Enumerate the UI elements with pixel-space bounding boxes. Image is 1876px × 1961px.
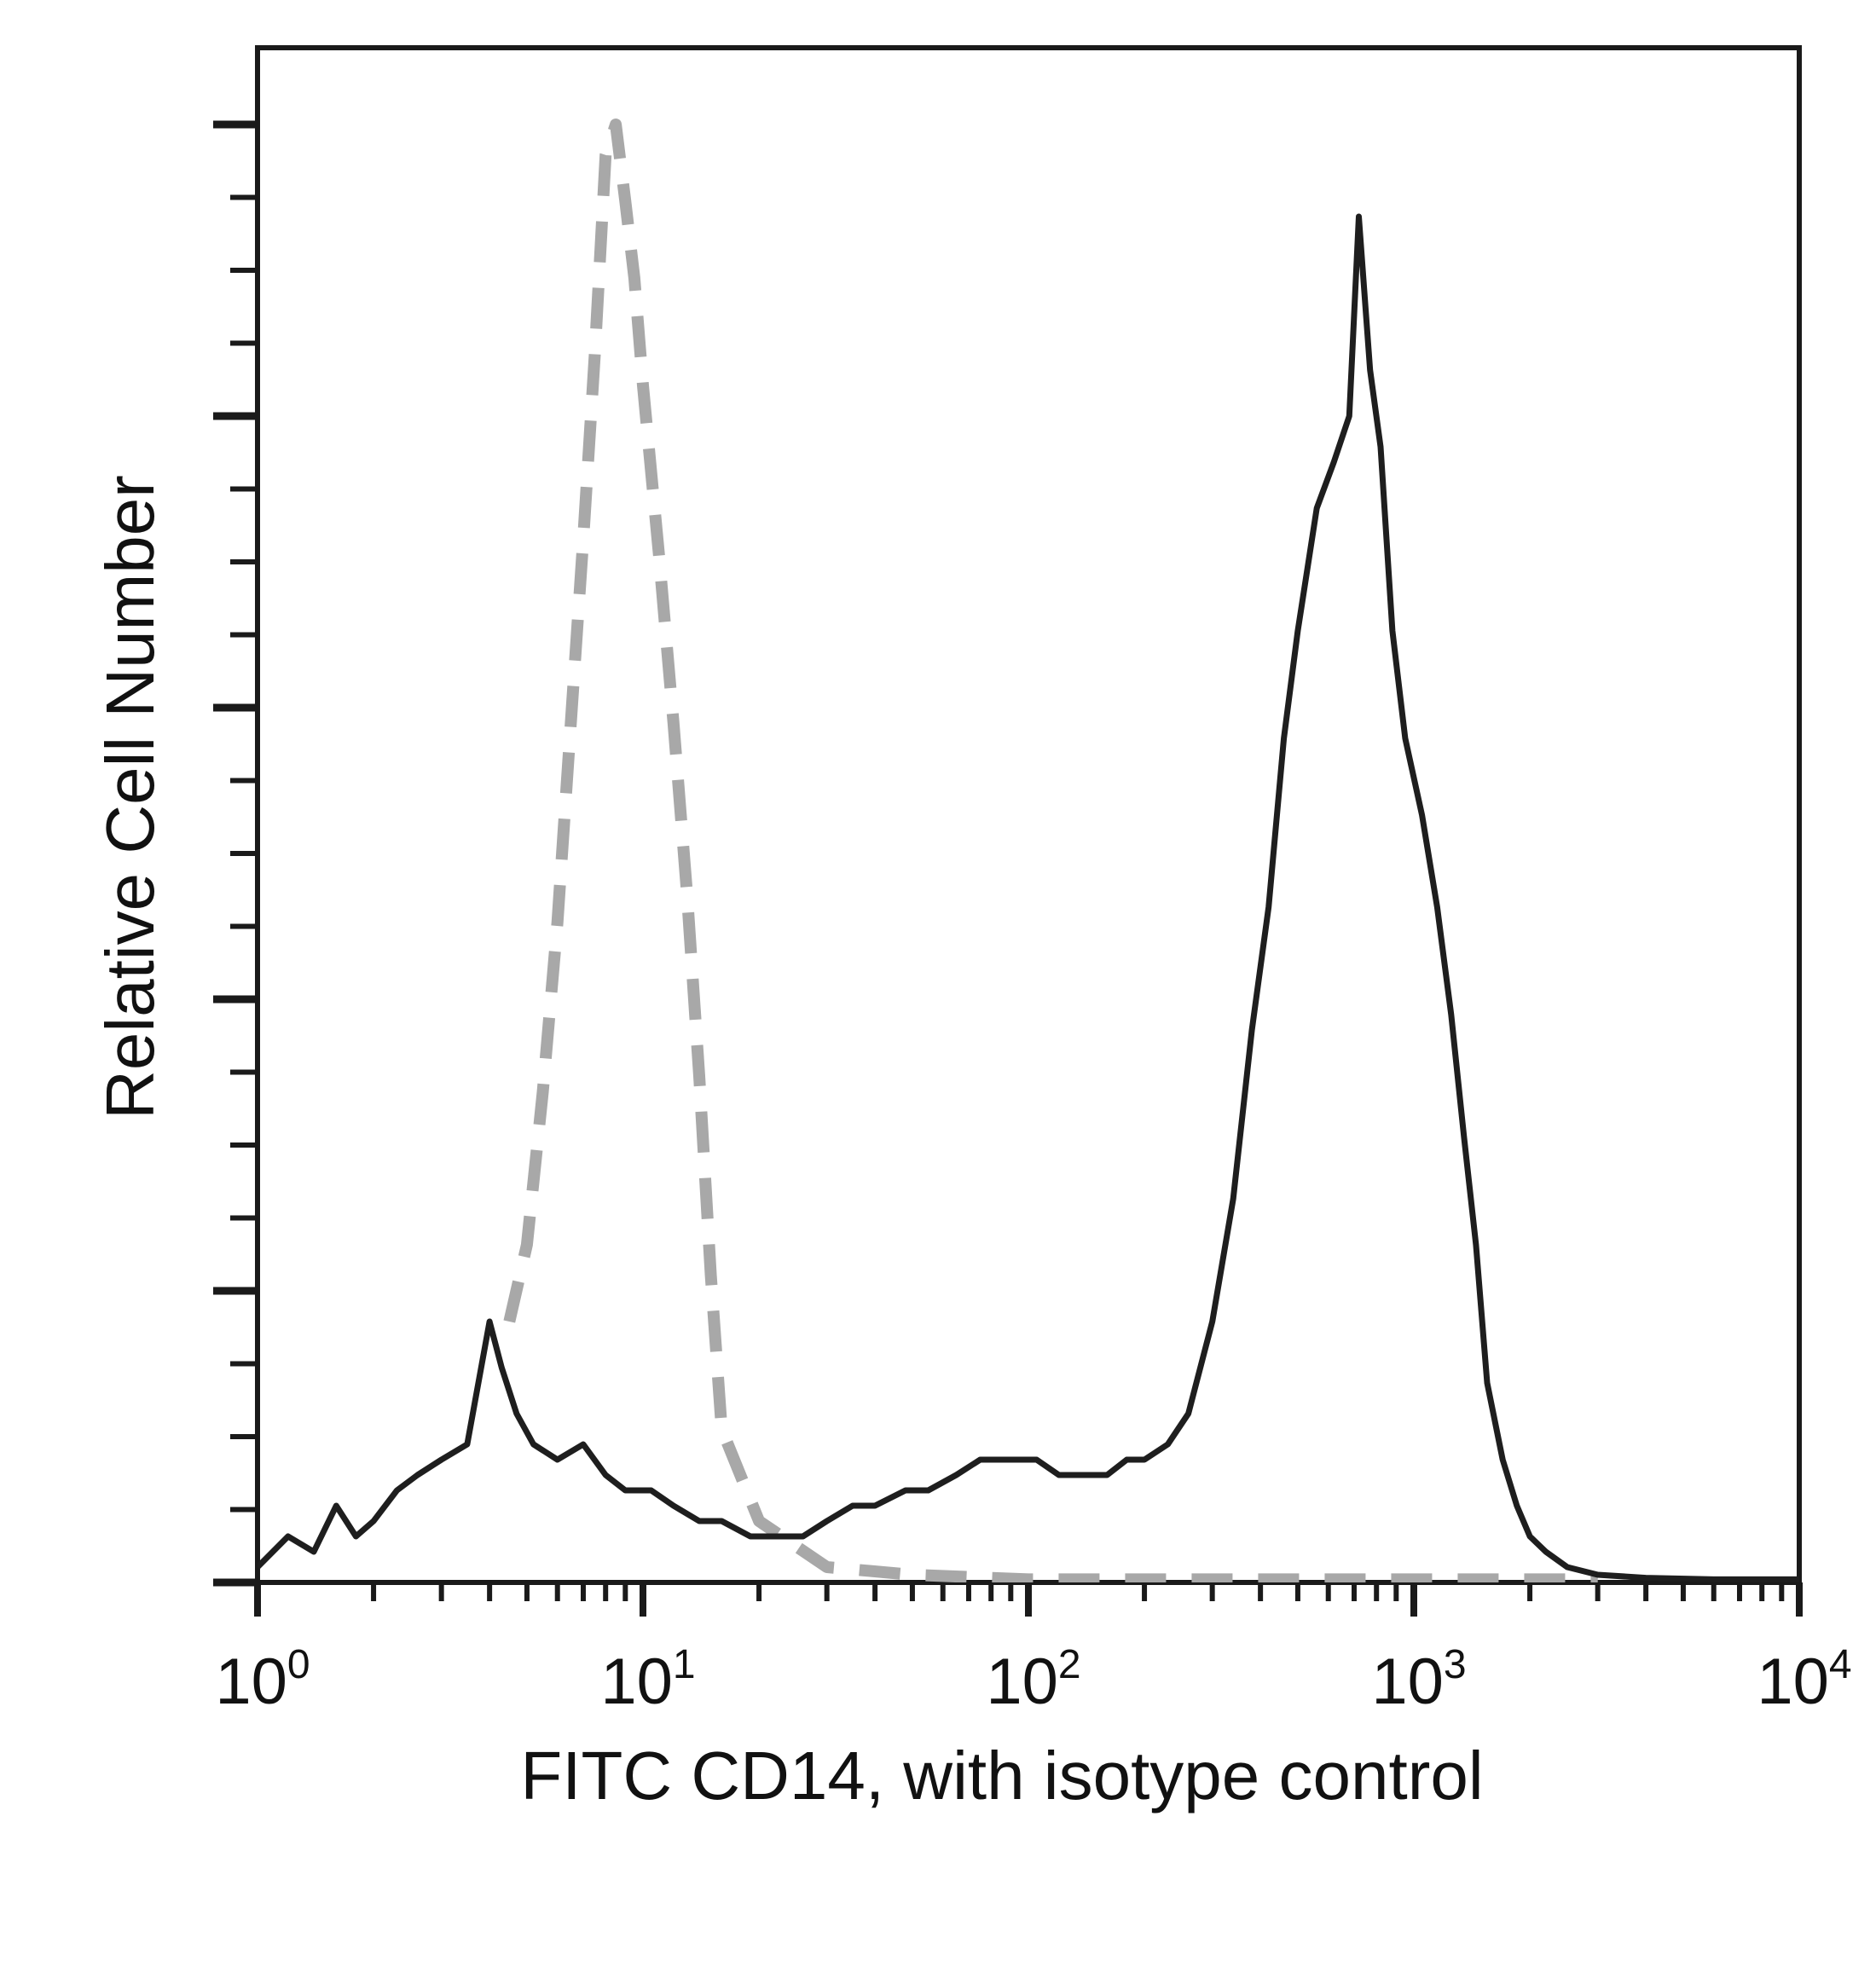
y-axis-label: Relative Cell Number xyxy=(92,475,168,1119)
x-tick-label: 102 xyxy=(986,1642,1080,1718)
x-tick-label: 104 xyxy=(1757,1642,1851,1718)
x-tick-label: 101 xyxy=(600,1642,695,1718)
x-axis-label: FITC CD14, with isotype control xyxy=(520,1738,1483,1813)
x-tick-label: 103 xyxy=(1371,1642,1466,1718)
x-axis-ticks xyxy=(254,1582,1803,1617)
fitc-cd14-curve xyxy=(258,213,1799,1582)
plot-area xyxy=(213,45,1803,1617)
y-axis-ticks xyxy=(213,120,258,1587)
series-layer xyxy=(258,119,1799,1582)
isotype-control-curve xyxy=(503,119,1598,1582)
x-axis-tick-labels: 100 101 102 103 104 xyxy=(215,1642,1851,1718)
plot-frame xyxy=(255,45,1802,1585)
x-tick-label: 100 xyxy=(215,1642,310,1718)
